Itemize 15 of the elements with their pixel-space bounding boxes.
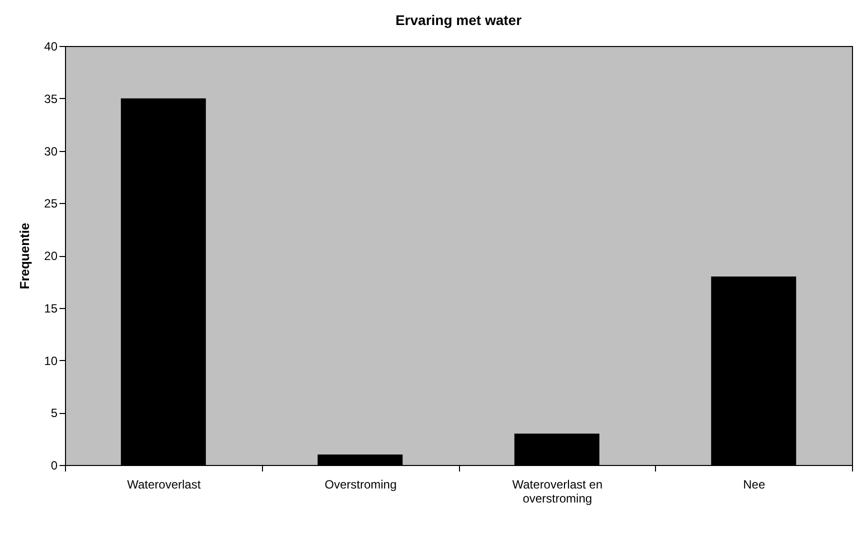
y-tick-label: 20 xyxy=(44,249,58,263)
y-tick-label: 40 xyxy=(44,40,58,54)
x-tick-label: Wateroverlast en overstroming xyxy=(512,478,603,506)
y-tick-label: 10 xyxy=(44,354,58,368)
y-tick-label: 0 xyxy=(50,458,58,472)
y-tick-label: 25 xyxy=(44,196,58,211)
y-tick-label: 35 xyxy=(44,92,58,106)
x-tick-label: Nee xyxy=(743,478,766,492)
y-axis-title: Frequentie xyxy=(17,222,32,290)
chart-title: Ervaring met water xyxy=(395,12,522,28)
y-tick-label: 15 xyxy=(44,301,58,316)
y-tick-label: 5 xyxy=(50,406,58,420)
x-tick-label: Overstroming xyxy=(324,478,397,492)
y-tick-label: 30 xyxy=(44,144,58,158)
x-tick-label: Wateroverlast xyxy=(127,478,202,492)
